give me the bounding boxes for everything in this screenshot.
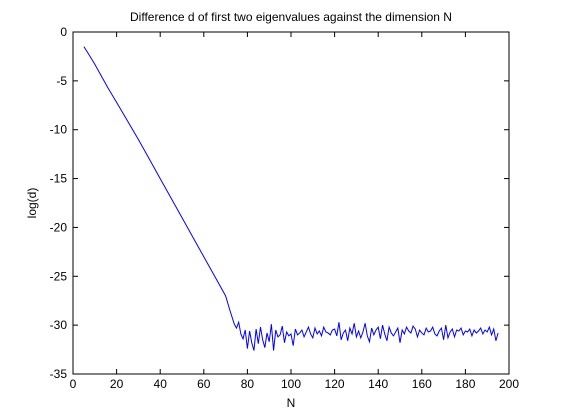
y-tick-label: -20 xyxy=(50,220,68,234)
series-line xyxy=(83,46,499,351)
y-tick-label: -15 xyxy=(50,172,68,186)
y-tick-label: -25 xyxy=(50,269,68,283)
x-axis-label: N xyxy=(287,396,296,410)
y-tick-label: -5 xyxy=(56,74,67,88)
x-tick-label: 120 xyxy=(325,377,345,391)
x-tick-label: 40 xyxy=(154,377,168,391)
y-tick-label: -35 xyxy=(50,367,68,381)
x-axis: 0 20 40 60 80 100 120 140 160 180 200 xyxy=(70,32,519,391)
x-tick-label: 160 xyxy=(412,377,432,391)
x-tick-label: 100 xyxy=(281,377,301,391)
x-tick-label: 20 xyxy=(110,377,124,391)
x-tick-label: 200 xyxy=(499,377,519,391)
y-tick-label: -30 xyxy=(50,318,68,332)
x-tick-label: 80 xyxy=(241,377,255,391)
x-tick-label: 180 xyxy=(455,377,475,391)
x-tick-label: 140 xyxy=(368,377,388,391)
plot-area-frame xyxy=(72,31,510,375)
x-tick-label: 60 xyxy=(197,377,211,391)
y-axis-label: log(d) xyxy=(25,188,39,219)
x-tick-label: 0 xyxy=(70,377,77,391)
chart-title: Difference d of first two eigenvalues ag… xyxy=(130,10,452,24)
y-axis: 0 -5 -10 -15 -20 -25 -30 -35 xyxy=(50,25,509,381)
y-tick-label: 0 xyxy=(60,25,67,39)
y-tick-label: -10 xyxy=(50,123,68,137)
